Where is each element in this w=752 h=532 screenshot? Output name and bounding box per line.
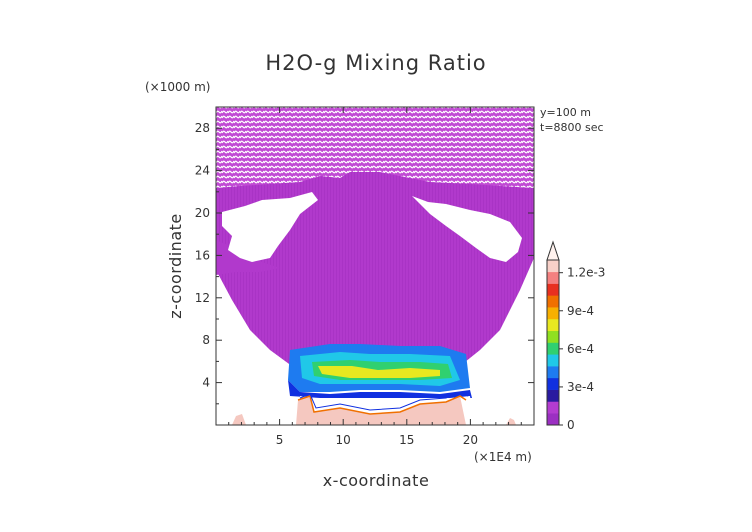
y-tick-label: 24 xyxy=(195,164,210,178)
colorbar-swatch xyxy=(547,318,559,332)
y-tick-label: 12 xyxy=(195,291,210,305)
colorbar-tick-label: 0 xyxy=(567,418,575,432)
colorbar-swatch xyxy=(547,283,559,296)
y-axis-title: z-coordinate xyxy=(166,213,185,319)
colorbar-extend-arrow xyxy=(546,240,560,261)
y-tick-label: 8 xyxy=(202,333,210,347)
colorbar-tick-label: 1.2e-3 xyxy=(567,266,605,280)
annotation-y: y=100 m xyxy=(540,106,591,119)
layer-yellow-core xyxy=(318,366,440,378)
layer-dark-blue-edge xyxy=(288,380,472,398)
colorbar-tick-label: 6e-4 xyxy=(567,342,594,356)
colorbar-tick-label: 9e-4 xyxy=(567,304,594,318)
colorbar: 0 3e-4 6e-4 9e-4 1.2e-3 xyxy=(546,240,605,432)
plot-frame xyxy=(215,106,535,426)
colorbar-tick-label: 3e-4 xyxy=(567,380,594,394)
y-tick-label: 4 xyxy=(202,376,210,390)
colorbar-swatch xyxy=(547,389,559,402)
y-axis: 4 8 12 16 20 24 28 xyxy=(195,121,534,405)
x-scale-label: (×1E4 m) xyxy=(474,450,532,464)
x-tick-label: 20 xyxy=(463,433,478,447)
colorbar-swatch xyxy=(547,413,559,426)
surface-layer-outline-blue xyxy=(299,391,469,411)
cloud-gap-right xyxy=(412,196,522,262)
colorbar-swatch xyxy=(547,401,559,414)
colorbar-swatch xyxy=(547,271,559,284)
x-tick-label: 5 xyxy=(276,433,284,447)
colorbar-swatch xyxy=(547,307,559,320)
chart-title: H2O-g Mixing Ratio xyxy=(265,51,486,75)
x-axis-title: x-coordinate xyxy=(323,471,430,490)
cloud-gap-left xyxy=(222,192,318,262)
colorbar-swatch xyxy=(547,366,559,379)
y-tick-label: 16 xyxy=(195,248,210,262)
colorbar-swatch xyxy=(547,342,559,355)
x-tick-label: 15 xyxy=(399,433,414,447)
y-tick-label: 20 xyxy=(195,206,210,220)
colorbar-swatch xyxy=(547,330,559,343)
colorbar-swatch xyxy=(547,295,559,308)
colorbar-frame xyxy=(546,259,560,426)
colorbar-swatch xyxy=(547,377,559,390)
annotation-t: t=8800 sec xyxy=(540,121,604,134)
x-tick-label: 10 xyxy=(336,433,351,447)
y-tick-label: 28 xyxy=(195,121,210,135)
heatmap-field xyxy=(216,107,534,425)
colorbar-swatch xyxy=(547,354,559,367)
x-axis: 5 10 15 20 xyxy=(228,107,522,447)
colorbar-swatch xyxy=(547,260,559,273)
surface-layer-outline xyxy=(297,395,467,415)
y-scale-label: (×1000 m) xyxy=(145,80,210,94)
surface-patch-left xyxy=(232,414,246,425)
surface-layer xyxy=(296,396,466,425)
